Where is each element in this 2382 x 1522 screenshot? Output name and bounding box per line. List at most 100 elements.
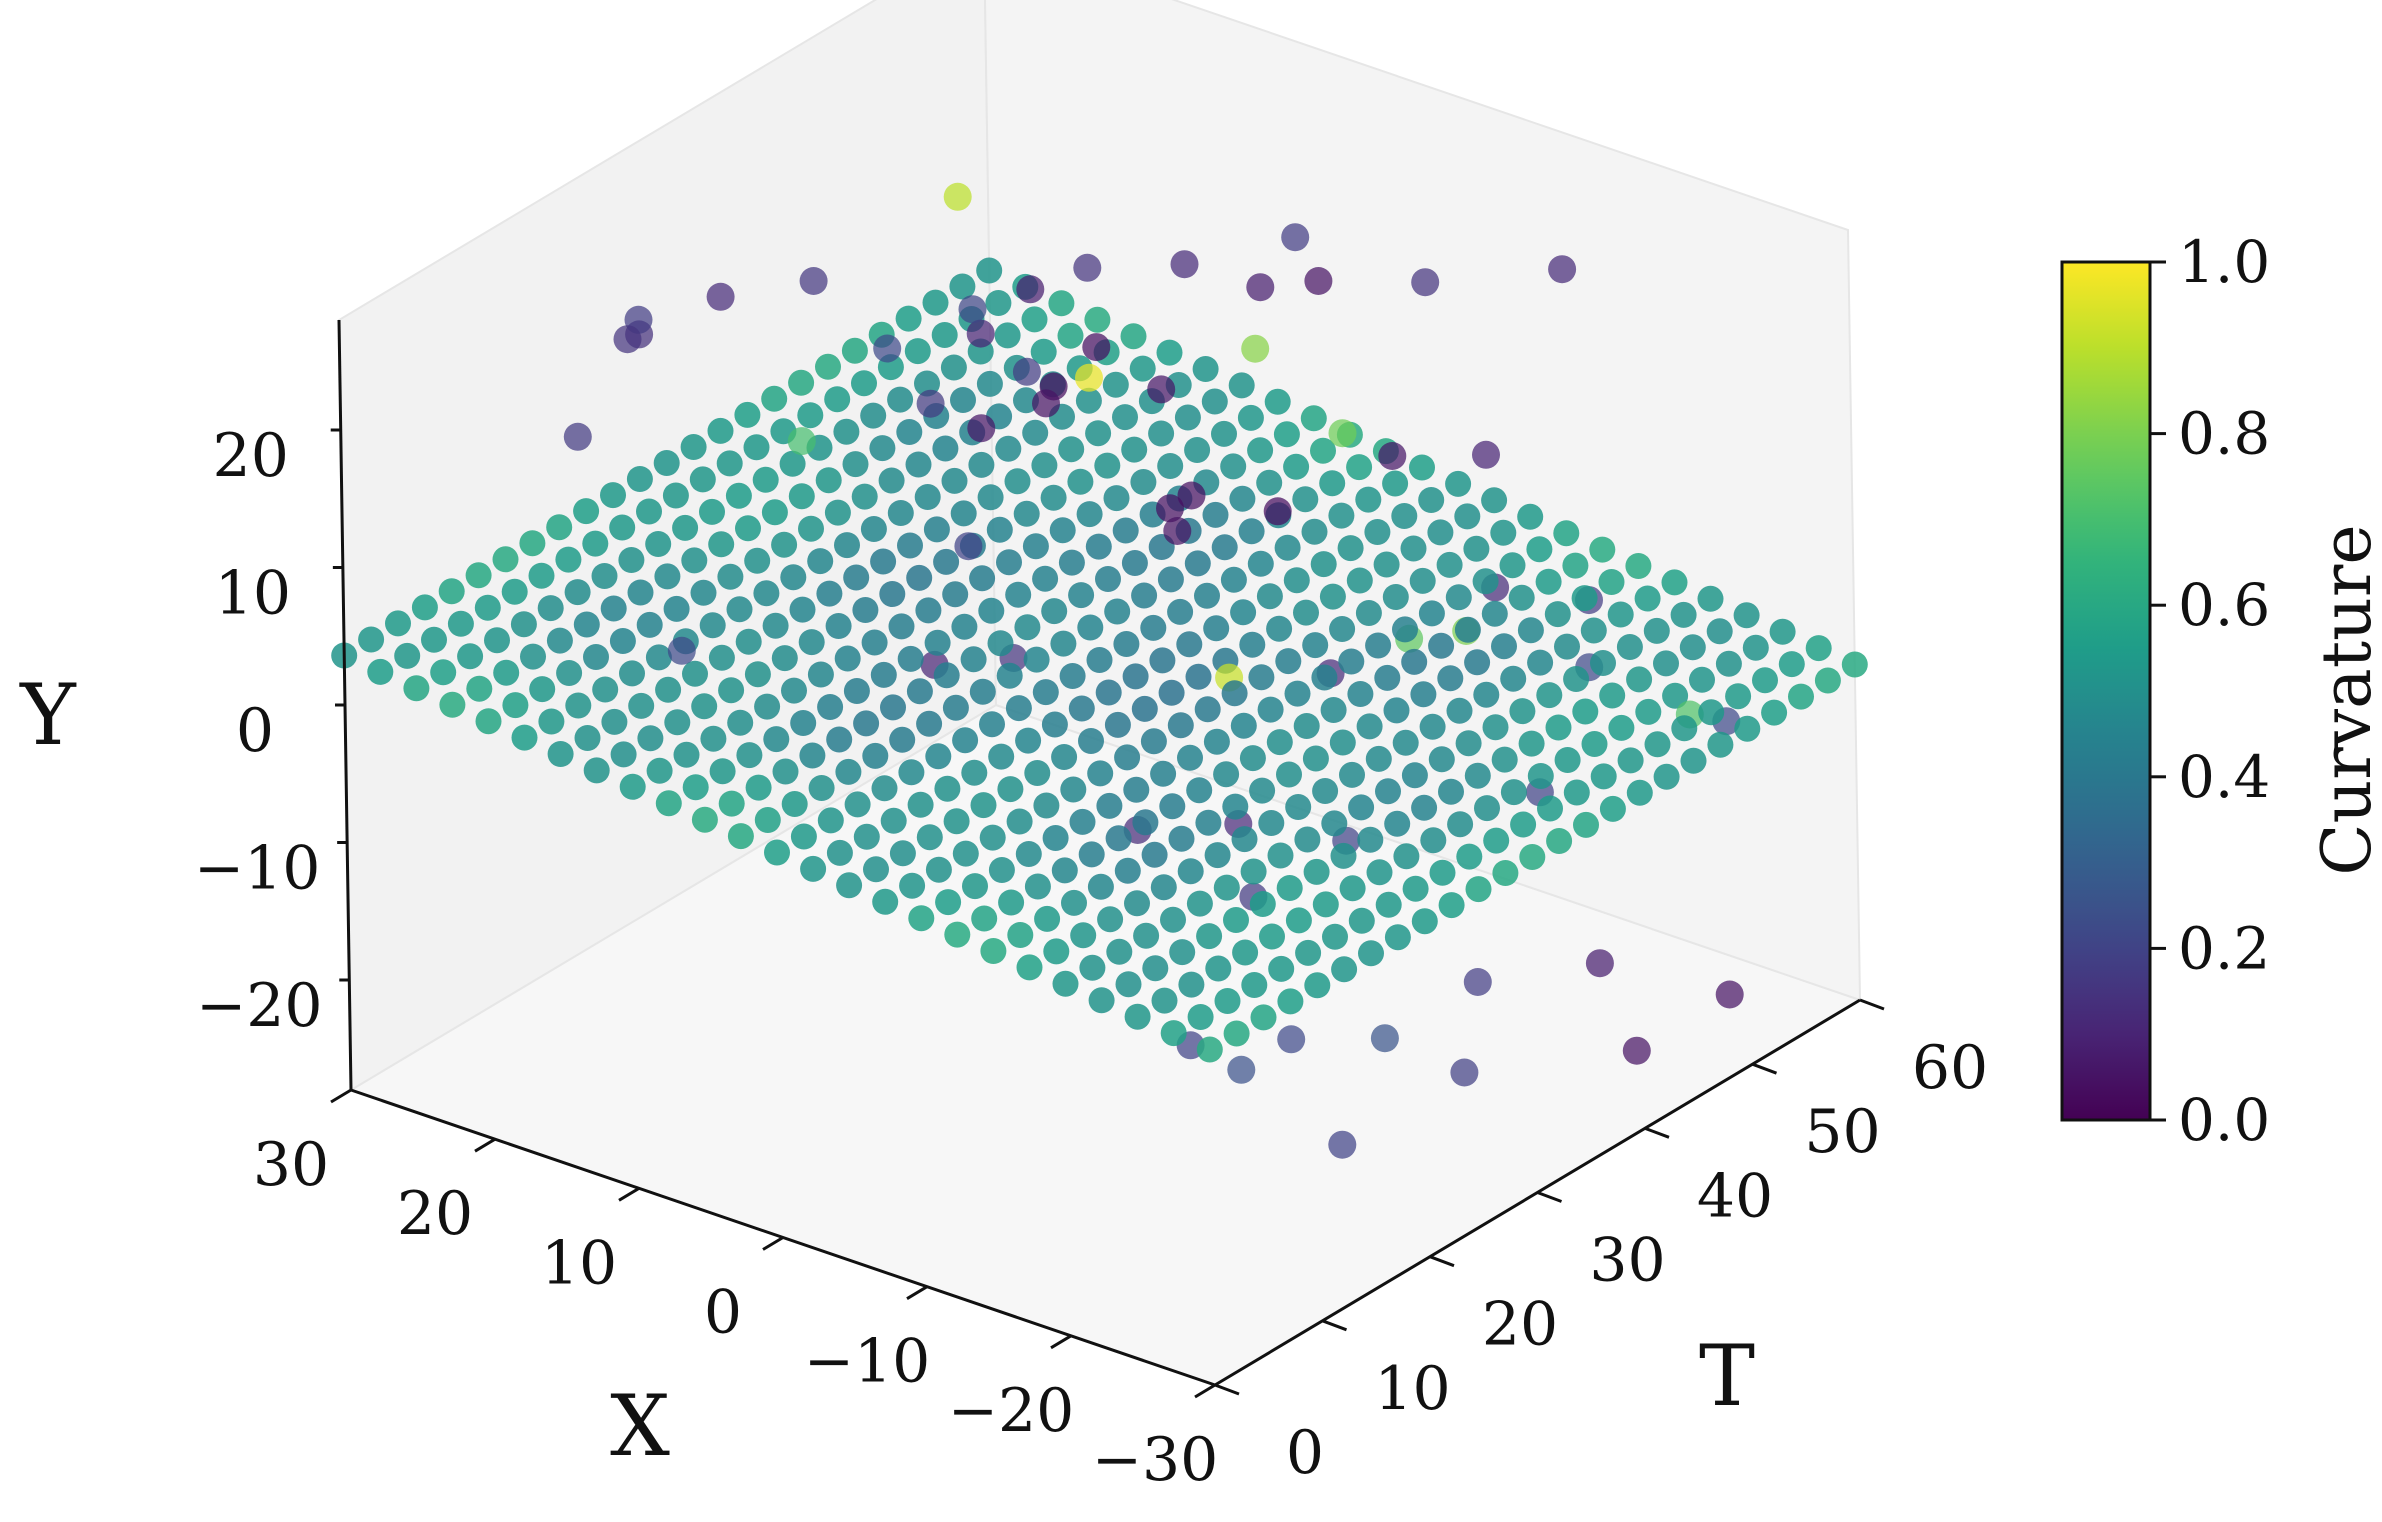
data-point <box>1581 731 1608 757</box>
data-point <box>1024 760 1051 786</box>
t-tick-label: 30 <box>1589 1226 1665 1296</box>
data-point <box>1500 665 1527 692</box>
data-point <box>1769 618 1796 645</box>
data-point <box>941 467 968 494</box>
data-point <box>1402 875 1429 902</box>
data-point <box>1227 1055 1256 1084</box>
data-point <box>1671 715 1698 742</box>
data-point <box>958 295 987 324</box>
data-point <box>1267 842 1294 869</box>
data-point <box>691 806 718 833</box>
data-point <box>1049 517 1076 544</box>
data-point <box>1068 582 1095 609</box>
data-point <box>1048 290 1075 317</box>
data-point <box>1086 647 1113 673</box>
data-point <box>1509 698 1536 725</box>
data-point <box>952 727 979 754</box>
data-point <box>699 612 726 639</box>
data-point <box>1067 468 1094 495</box>
data-point <box>1114 857 1141 884</box>
data-point <box>1239 631 1266 658</box>
colorbar-tick-label: 0.2 <box>2178 914 2270 982</box>
data-point <box>800 855 827 882</box>
data-point <box>1032 389 1060 418</box>
data-point <box>1250 1004 1277 1031</box>
data-point <box>1348 907 1375 934</box>
data-point <box>1319 583 1346 610</box>
data-point <box>438 578 465 605</box>
data-point <box>1030 338 1057 365</box>
data-point <box>925 743 952 770</box>
data-point <box>637 725 664 752</box>
data-point <box>1266 615 1293 642</box>
t-tick <box>1644 1126 1670 1139</box>
data-point <box>908 905 935 932</box>
data-point <box>501 578 528 605</box>
data-point <box>609 628 636 654</box>
data-point <box>1519 844 1546 870</box>
data-point <box>726 596 753 623</box>
data-point <box>1661 569 1688 596</box>
data-point <box>457 643 484 670</box>
data-point <box>961 759 988 786</box>
data-point <box>897 532 923 559</box>
data-point <box>1401 648 1428 675</box>
data-point <box>1005 581 1032 608</box>
data-point <box>1517 617 1544 644</box>
data-point <box>636 611 663 638</box>
data-point <box>950 387 976 413</box>
data-point <box>583 644 609 670</box>
data-point <box>1237 404 1264 431</box>
data-point <box>880 807 907 834</box>
data-point <box>1454 503 1481 530</box>
data-point <box>492 546 519 573</box>
data-point <box>1060 776 1087 803</box>
t-tick-label: 0 <box>1286 1418 1324 1488</box>
data-point <box>1043 938 1070 965</box>
data-point <box>1590 763 1617 790</box>
x-tick <box>474 1137 496 1153</box>
data-point <box>935 889 962 916</box>
data-point <box>1312 891 1339 918</box>
data-point <box>836 872 863 899</box>
data-point <box>681 547 708 574</box>
data-point <box>1320 697 1347 723</box>
data-point <box>1203 615 1230 642</box>
data-point <box>1464 762 1491 789</box>
data-point <box>986 516 1013 543</box>
data-point <box>1223 907 1249 933</box>
data-point <box>1330 842 1357 869</box>
t-tick-label: 20 <box>1482 1290 1558 1360</box>
data-point <box>852 597 879 623</box>
data-point <box>1213 761 1240 788</box>
data-point <box>709 758 736 785</box>
data-point <box>529 676 556 703</box>
data-point <box>547 741 574 767</box>
data-point <box>979 824 1006 851</box>
data-point <box>1220 453 1247 480</box>
data-point <box>1670 601 1697 628</box>
data-point <box>1115 971 1142 998</box>
data-point <box>1382 470 1409 497</box>
data-point <box>1599 795 1626 822</box>
data-point <box>931 322 958 348</box>
data-point <box>817 694 844 720</box>
data-point <box>1573 811 1599 838</box>
data-point <box>1510 811 1537 838</box>
data-point <box>826 726 853 753</box>
data-point <box>1276 761 1302 788</box>
data-point <box>1230 599 1257 626</box>
data-point <box>1052 970 1079 997</box>
data-point <box>1214 988 1241 1014</box>
data-point <box>905 451 932 478</box>
data-point <box>1331 956 1358 983</box>
data-point <box>1273 421 1300 448</box>
data-point <box>860 402 887 429</box>
data-point <box>888 613 915 640</box>
data-point <box>1160 1020 1187 1047</box>
data-point <box>1733 602 1760 629</box>
y-tick-label: −10 <box>194 834 321 904</box>
data-point <box>1121 436 1148 463</box>
data-point <box>1061 889 1087 916</box>
data-point <box>781 791 808 817</box>
